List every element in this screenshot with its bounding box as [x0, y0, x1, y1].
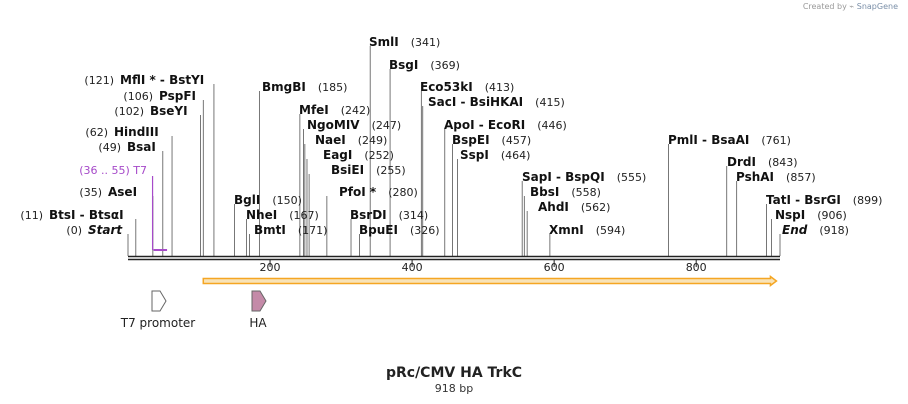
credit-prefix: Created by [802, 2, 847, 11]
site-name-label[interactable]: SmlI [369, 35, 399, 49]
site-position-label: (102) [114, 105, 144, 118]
map-length: 918 bp [434, 382, 474, 395]
site-position-label: (62) [85, 126, 108, 139]
site-position-label: (555) [617, 171, 647, 184]
site-position-label: (185) [318, 81, 348, 94]
site-name-label[interactable]: BseYI [150, 104, 188, 118]
site-position-label: (446) [537, 119, 567, 132]
site-name-label[interactable]: Eco53kI [420, 80, 473, 94]
site-name-label[interactable]: PspFI [159, 89, 196, 103]
site-name-label[interactable]: XmnI [549, 223, 584, 237]
site-position-label: (252) [364, 149, 394, 162]
features-group: T7 promoter HA [120, 290, 267, 330]
site-name-label[interactable]: BsgI [389, 58, 418, 72]
site-name-label[interactable]: BsrDI [350, 208, 387, 222]
site-name-label[interactable]: BspEI [452, 133, 490, 147]
backbone-group [128, 255, 780, 261]
plasmid-linear-map: (0) Start (11) BtsI - BtsαI (35) AseI (49) BsaI… [20, 35, 882, 330]
orf-group [202, 275, 778, 287]
site-name-label[interactable]: BmgBI [262, 80, 306, 94]
site-position-label: (857) [786, 171, 816, 184]
site-position-label: (121) [84, 74, 114, 87]
snapgene-credit: Created by ⌁ SnapGene [803, 2, 898, 11]
site-position-label: (457) [502, 134, 532, 147]
axis-tick-label: 400 [402, 261, 423, 274]
feature-label: T7 promoter [120, 316, 196, 330]
site-position-label: (171) [298, 224, 328, 237]
ticks-group: 200 400 600 800 [260, 260, 707, 274]
site-position-label: (558) [571, 186, 601, 199]
site-position-label: (49) [98, 141, 121, 154]
site-position-label: (761) [761, 134, 791, 147]
feature-label: HA [249, 316, 267, 330]
site-name-label[interactable]: NspI [775, 208, 805, 222]
site-position-label: (150) [272, 194, 302, 207]
site-position-label: (413) [485, 81, 515, 94]
site-name-label[interactable]: SapI - BspQI [522, 170, 605, 184]
site-position-label: (314) [399, 209, 429, 222]
site-name-label[interactable]: HindIII [114, 125, 159, 139]
site-name-label[interactable]: TatI - BsrGI [766, 193, 841, 207]
site-position-label: (899) [853, 194, 883, 207]
site-position-label: (464) [501, 149, 531, 162]
orf-arrow[interactable] [202, 275, 778, 287]
site-position-label: (249) [358, 134, 388, 147]
site-name-label[interactable]: AhdI [538, 200, 569, 214]
site-name-label[interactable]: MfeI [299, 103, 329, 117]
site-name-label[interactable]: PmlI - BsaAI [668, 133, 749, 147]
feature-arrow-filled-icon[interactable] [251, 290, 267, 312]
axis-tick-label: 800 [686, 261, 707, 274]
site-name-label[interactable]: End [782, 223, 808, 237]
primer-group: (36 .. 55) T7 [79, 164, 168, 251]
site-position-label: (326) [410, 224, 440, 237]
site-name-label[interactable]: NgoMIV [307, 118, 360, 132]
site-position-label: (167) [289, 209, 319, 222]
feature-arrow-outline-icon[interactable] [151, 290, 167, 312]
site-name-label[interactable]: PshAI [736, 170, 774, 184]
site-name-label[interactable]: EagI [323, 148, 352, 162]
site-name-label[interactable]: NaeI [315, 133, 346, 147]
axis-tick-label: 600 [544, 261, 565, 274]
site-position-label: (843) [768, 156, 798, 169]
site-name-label[interactable]: DrdI [727, 155, 756, 169]
site-position-label: (341) [411, 36, 441, 49]
site-lines [127, 46, 781, 256]
site-position-label: (415) [535, 96, 565, 109]
site-name-label[interactable]: NheI [246, 208, 277, 222]
site-labels: (0) Start (11) BtsI - BtsαI (35) AseI (49) BsaI… [20, 35, 882, 237]
site-position-label: (106) [123, 90, 153, 103]
site-name-label[interactable]: BglI [234, 193, 260, 207]
site-position-label: (594) [596, 224, 626, 237]
site-position-label: (242) [341, 104, 371, 117]
snapgene-logo-icon: ⌁ [849, 2, 855, 11]
site-position-label: (906) [817, 209, 847, 222]
site-position-label: (918) [819, 224, 849, 237]
site-name-label[interactable]: AseI [108, 185, 137, 199]
site-name-label[interactable]: BsaI [127, 140, 156, 154]
site-name-label[interactable]: BbsI [530, 185, 559, 199]
site-name-label[interactable]: MflI * - BstYI [120, 73, 204, 87]
site-name-label[interactable]: BmtI [254, 223, 286, 237]
site-name-label[interactable]: PfoI * [339, 185, 377, 199]
site-name-label[interactable]: BtsI - BtsαI [49, 208, 124, 222]
site-position-label: (0) [66, 224, 82, 237]
site-position-label: (11) [20, 209, 43, 222]
axis-tick-label: 200 [260, 261, 281, 274]
site-position-label: (247) [372, 119, 402, 132]
primer-label: (36 .. 55) T7 [79, 164, 147, 177]
map-title: pRc/CMV HA TrkC [385, 365, 523, 381]
site-position-label: (562) [581, 201, 611, 214]
credit-brand: SnapGene [856, 2, 898, 11]
site-position-label: (35) [79, 186, 102, 199]
site-position-label: (255) [376, 164, 406, 177]
site-name-label[interactable]: ApoI - EcoRI [444, 118, 525, 132]
site-name-label[interactable]: SspI [460, 148, 489, 162]
site-name-label[interactable]: Start [88, 223, 123, 237]
site-name-label[interactable]: SacI - BsiHKAI [428, 95, 523, 109]
site-name-label[interactable]: BsiEI [331, 163, 364, 177]
site-name-label[interactable]: BpuEI [359, 223, 398, 237]
site-position-label: (280) [388, 186, 418, 199]
site-position-label: (369) [430, 59, 460, 72]
